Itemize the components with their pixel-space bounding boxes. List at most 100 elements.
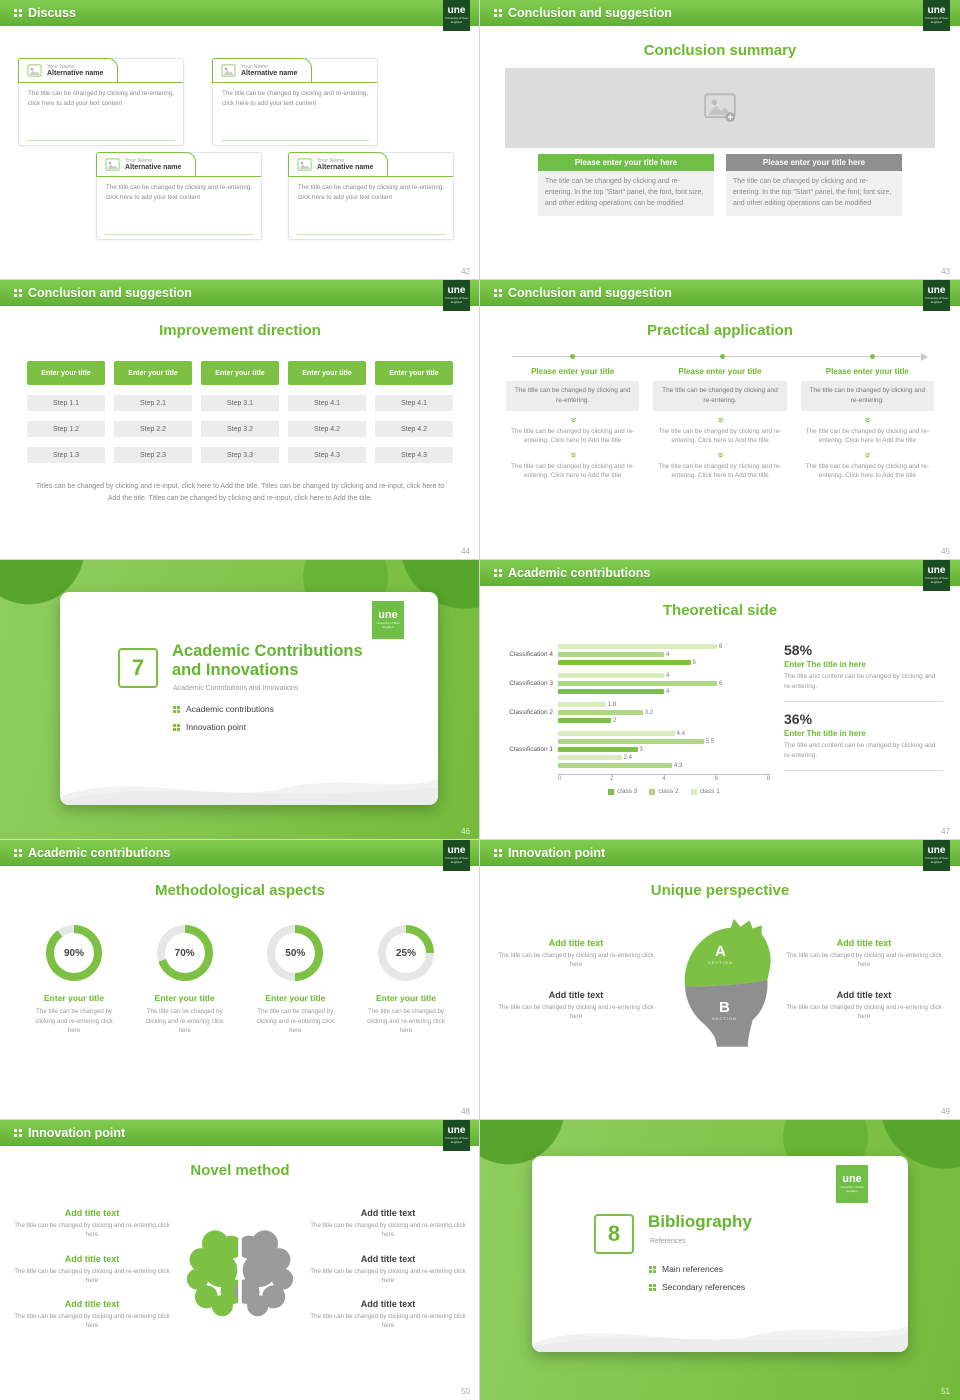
chart-bar-value: 4 (666, 688, 670, 695)
slide-header-title: Academic contributions (508, 566, 651, 580)
summary-column: Please enter your title here The title c… (538, 154, 714, 216)
column-title-button[interactable]: Enter your title (114, 361, 192, 385)
chart-group: Classification 2 1.8 3.2 2 (494, 700, 770, 725)
page-number: 48 (461, 1107, 470, 1116)
improvement-column: Enter your title Step 4.1 Step 4.2 Step … (288, 361, 366, 463)
block-title: Add title text (64, 1253, 120, 1264)
chart-bar-value: 4 (666, 651, 670, 658)
summary-body: The title can be changed by clicking and… (726, 171, 902, 216)
discuss-card: Your Name Alternative name The title can… (288, 152, 454, 240)
improvement-column: Enter your title Step 2.1 Step 2.2 Step … (114, 361, 192, 463)
card-body-text: The title can be changed by clicking and… (298, 184, 444, 201)
donut-percent: 90% (63, 947, 84, 959)
donut-title: Enter your title (265, 993, 326, 1003)
chart-bar (558, 755, 622, 760)
image-placeholder[interactable] (505, 68, 935, 148)
slide-header: Conclusion and suggestion (480, 280, 960, 306)
donut-body: The title can be changed by clicking and… (145, 1008, 224, 1035)
slide-header: Academic contributions (480, 560, 960, 586)
discuss-card: Your Name Alternative name The title can… (212, 58, 378, 146)
donut-block: 25% Enter your title The title can be ch… (356, 925, 456, 1036)
axis-tick-label: 2 (610, 776, 614, 782)
column-title-button[interactable]: Enter your title (375, 361, 453, 385)
image-icon (221, 64, 236, 77)
title-button[interactable]: Please enter your title here (538, 154, 714, 171)
chart-bar-value: 4.3 (673, 762, 683, 769)
section-item-label: Main references (662, 1264, 723, 1274)
column-text: The title can be changed by clicking and… (805, 427, 929, 445)
block-body: The title can be changed by clicking and… (310, 1313, 466, 1330)
slide-header-title: Discuss (28, 6, 76, 20)
title-button[interactable]: Please enter your title here (726, 154, 902, 171)
chart-bar-value: 1.8 (607, 701, 617, 708)
section-a-label: A SECTION (708, 943, 733, 965)
chart-bar (558, 710, 643, 715)
une-logo: une University of New England (923, 840, 950, 871)
slide-header-title: Conclusion and suggestion (508, 286, 672, 300)
donut-hole: 90% (54, 933, 94, 973)
block-body: The title can be changed by clicking and… (310, 1267, 466, 1284)
slide-46-section-cover: une University of New England 7 Academic… (0, 559, 481, 841)
section-item[interactable]: Innovation point (173, 722, 274, 732)
card-name: Your Name (241, 64, 269, 70)
slide-title: Novel method (190, 1162, 290, 1179)
donut-chart: 50% (267, 925, 324, 981)
right-text-column: Add title text The title can be changed … (784, 938, 944, 1041)
discuss-card: Your Name Alternative name The title can… (18, 58, 184, 146)
section-title: Bibliography (648, 1212, 752, 1231)
cover-card: une University of New England 7 Academic… (60, 592, 438, 805)
block-title: Add title text (360, 1208, 416, 1218)
grid-icon (649, 1265, 656, 1273)
block-body: The title can be changed by clicking and… (498, 1003, 654, 1020)
une-logo: une University of New England (443, 0, 470, 31)
application-column: Please enter your title The title can be… (653, 367, 787, 481)
discuss-card: Your Name Alternative name The title can… (96, 152, 262, 240)
slide-49-unique-perspective: Innovation point une University of New E… (479, 839, 960, 1121)
section-item-label: Academic contributions (186, 704, 274, 714)
logo-subtext: University of New England (376, 621, 400, 629)
section-item[interactable]: Secondary references (649, 1282, 745, 1292)
double-chevron-down-icon (568, 414, 578, 426)
block-title: Add title text (360, 1253, 416, 1264)
slide-47-theoretical-side: Academic contributions une University of… (479, 559, 960, 841)
column-title-button[interactable]: Enter your title (201, 361, 279, 385)
step-item: Step 4.1 (288, 395, 366, 411)
card-name: Your Name (125, 158, 153, 164)
legend-item: class 1 (690, 788, 720, 795)
chart-category-label: Classification 2 (509, 709, 553, 716)
logo-text: une (927, 285, 946, 297)
grid-icon (14, 9, 22, 17)
left-text-column: Add title text The title can be changed … (12, 1208, 172, 1351)
logo-text: une (842, 1173, 862, 1186)
step-item: Step 2.1 (114, 395, 192, 411)
column-title-button[interactable]: Enter your title (288, 361, 366, 385)
divider (784, 770, 942, 772)
legend-swatch (649, 788, 656, 795)
page-number: 44 (461, 547, 470, 556)
chart-bar-value: 4 (666, 672, 670, 679)
logo-subtext: University of New England (924, 576, 949, 584)
step-item: Step 3.2 (201, 421, 279, 437)
column-title: Please enter your title (531, 367, 615, 376)
chart-category-label: Classification 4 (509, 651, 553, 658)
section-item[interactable]: Main references (649, 1264, 745, 1274)
text-block: Add title text The title can be changed … (784, 938, 944, 970)
block-title: Add title text (360, 1299, 416, 1310)
grid-icon (494, 569, 502, 577)
section-item[interactable]: Academic contributions (173, 704, 274, 714)
donut-percent: 70% (174, 947, 195, 959)
column-title-button[interactable]: Enter your title (27, 361, 105, 385)
block-body: The title can be changed by clicking and… (14, 1222, 170, 1239)
logo-text: une (927, 845, 946, 857)
image-icon (297, 158, 312, 171)
card-body-text: The title can be changed by clicking and… (28, 90, 174, 107)
slide-title: Improvement direction (159, 322, 321, 339)
page-number: 43 (941, 267, 950, 276)
card-name: Your Name (47, 64, 75, 70)
chart-bar-value: 3 (639, 746, 643, 753)
chart-legend: class 3 class 2 class 1 (558, 788, 770, 795)
card-alt-name: Alternative name (47, 70, 104, 77)
logo-subtext: University of New England (444, 296, 469, 304)
une-logo: une University of New England (443, 1120, 470, 1151)
logo-text: une (927, 5, 946, 17)
